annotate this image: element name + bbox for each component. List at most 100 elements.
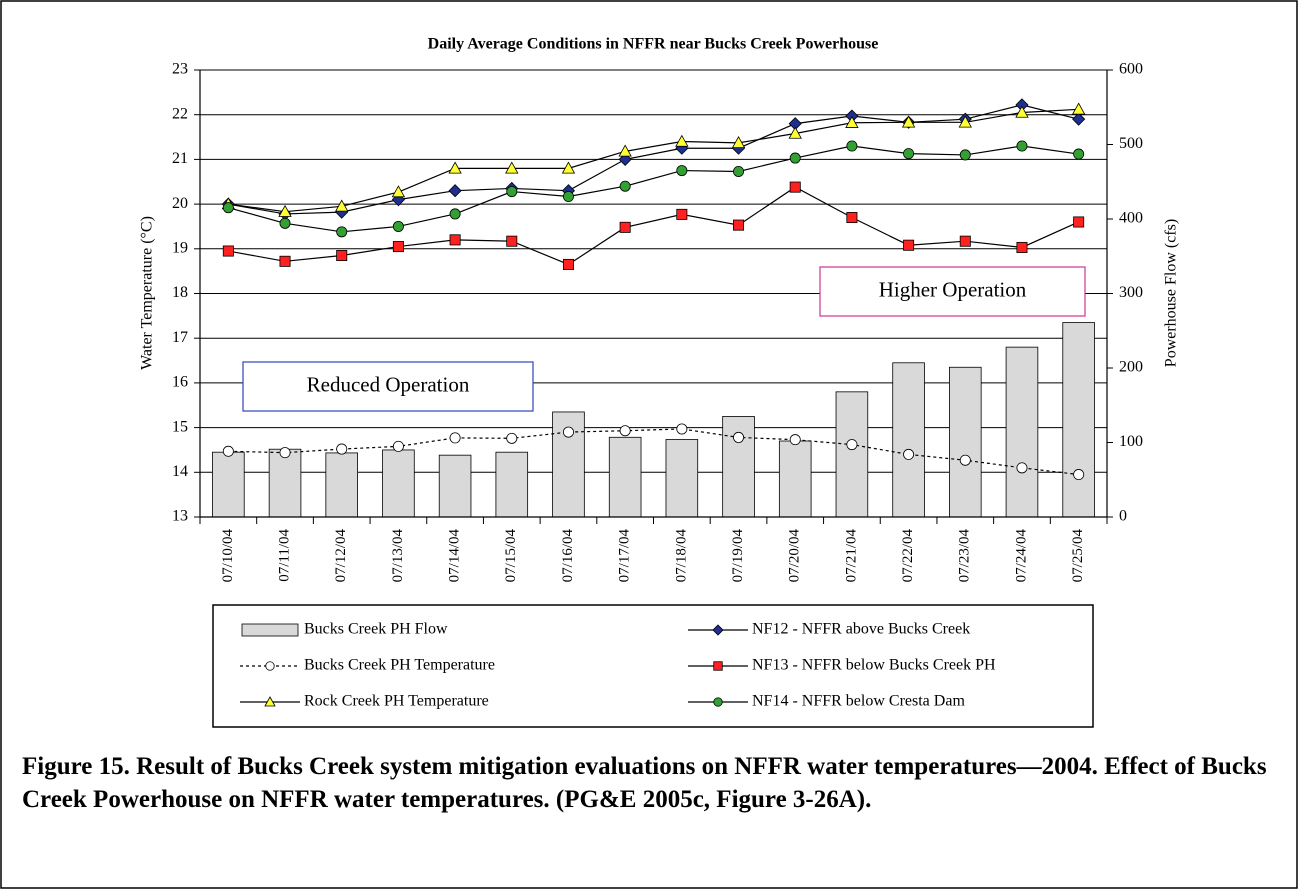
marker (733, 431, 745, 443)
line (228, 104, 1079, 215)
y-tick-label: 20 (172, 195, 188, 212)
marker (336, 443, 348, 455)
marker (264, 696, 276, 707)
line (228, 428, 1079, 476)
marker (846, 212, 858, 224)
y2-tick-label: 600 (1119, 61, 1143, 78)
line (228, 145, 1079, 233)
bar (835, 391, 869, 518)
marker (279, 447, 291, 459)
y-axis-label: Water Temperature (°C) (139, 216, 156, 370)
bar (325, 452, 358, 518)
chart-title: Daily Average Conditions in NFFR near Bu… (428, 36, 879, 53)
bar (949, 366, 982, 518)
bar (1005, 346, 1039, 518)
legend-label: Bucks Creek PH Temperature (304, 657, 495, 674)
y-tick-label: 16 (172, 374, 188, 391)
marker (1015, 105, 1029, 118)
marker (391, 185, 406, 198)
marker (733, 219, 745, 231)
marker (1072, 112, 1086, 126)
marker (1016, 140, 1028, 152)
legend-label: NF13 - NFFR below Bucks Creek PH (752, 657, 996, 674)
marker (789, 434, 801, 446)
x-tick-label: 07/25/04 (1070, 529, 1086, 583)
y-tick-label: 13 (172, 508, 188, 525)
legend-label: NF14 - NFFR below Cresta Dam (752, 693, 965, 710)
marker (676, 165, 688, 177)
y2-tick-label: 300 (1119, 284, 1143, 301)
marker (449, 432, 461, 444)
y2-axis-label: Powerhouse Flow (cfs) (1163, 219, 1180, 367)
line (228, 186, 1079, 266)
y-tick-label: 23 (172, 61, 188, 78)
marker (733, 165, 745, 177)
bar (212, 451, 245, 518)
marker (506, 235, 518, 247)
marker (562, 258, 574, 270)
annotation-box (242, 361, 534, 412)
marker (222, 245, 234, 257)
marker (562, 426, 574, 438)
legend-swatch (241, 623, 299, 637)
annotation: Higher Operation (879, 277, 1027, 301)
y-tick-label: 14 (172, 463, 188, 480)
marker (505, 161, 519, 174)
marker (1073, 469, 1085, 481)
marker (903, 148, 915, 160)
x-tick-label: 07/21/04 (843, 529, 859, 583)
marker (336, 226, 348, 238)
x-tick-label: 07/13/04 (390, 529, 406, 583)
marker (1016, 241, 1028, 253)
bar (722, 416, 755, 518)
y2-tick-label: 500 (1119, 135, 1143, 152)
annotation: Reduced Operation (307, 372, 470, 396)
marker (1073, 148, 1085, 160)
y2-tick-label: 0 (1119, 508, 1127, 525)
marker (392, 440, 404, 452)
bar (268, 448, 302, 518)
marker (1073, 216, 1085, 228)
marker (731, 136, 746, 149)
marker (845, 115, 859, 128)
y-tick-label: 19 (172, 239, 188, 256)
marker (846, 140, 858, 152)
marker (713, 661, 723, 671)
y2-tick-label: 100 (1119, 433, 1143, 450)
bar (495, 451, 529, 518)
marker (449, 208, 461, 220)
marker (448, 184, 462, 198)
bar (892, 362, 925, 518)
bar (778, 440, 812, 518)
marker (675, 134, 689, 147)
x-tick-label: 07/17/04 (617, 529, 633, 583)
bar (382, 449, 415, 518)
x-tick-label: 07/20/04 (787, 529, 803, 583)
x-tick-label: 07/19/04 (730, 529, 746, 583)
bar (608, 436, 642, 518)
marker (562, 191, 574, 203)
annotation-box (819, 266, 1086, 317)
y-tick-label: 21 (172, 150, 188, 167)
marker (222, 445, 234, 457)
marker (959, 454, 971, 466)
marker (222, 202, 234, 214)
marker (279, 255, 291, 267)
marker (789, 181, 801, 193)
marker (392, 220, 404, 232)
x-tick-label: 07/14/04 (447, 529, 463, 583)
marker (676, 208, 688, 220)
bar (1062, 322, 1095, 518)
x-tick-label: 07/18/04 (673, 529, 689, 583)
marker (392, 241, 404, 253)
y-tick-label: 15 (172, 418, 188, 435)
marker (278, 204, 292, 217)
marker (901, 115, 916, 128)
marker (903, 239, 915, 251)
marker (279, 217, 291, 229)
x-tick-label: 07/10/04 (220, 529, 236, 583)
marker (619, 425, 631, 437)
legend-label: Bucks Creek PH Flow (304, 621, 448, 638)
